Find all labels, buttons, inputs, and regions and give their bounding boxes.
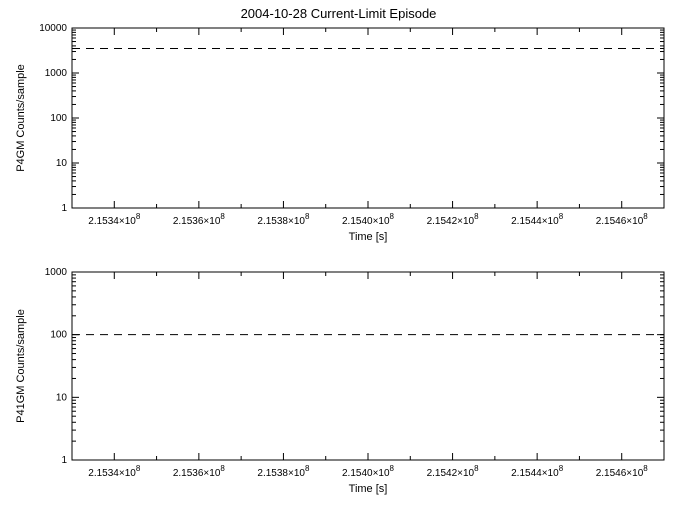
ytick-label: 1000 [45, 68, 68, 79]
plot-frame [72, 272, 664, 460]
xtick-label: 2.1540×108 [342, 464, 395, 479]
xtick-label: 2.1536×108 [173, 464, 226, 479]
y-axis-label: P4GM Counts/sample [15, 64, 27, 172]
ytick-label: 10 [56, 392, 68, 403]
xtick-label: 2.1542×108 [427, 464, 480, 479]
chart-svg: 2004-10-28 Current-Limit Episode 1101001… [0, 0, 677, 511]
xtick-label: 2.1536×108 [173, 212, 226, 227]
y-axis-label: P41GM Counts/sample [15, 309, 27, 423]
xtick-label: 2.1538×108 [257, 212, 310, 227]
ytick-label: 10000 [39, 23, 67, 34]
chart-title: 2004-10-28 Current-Limit Episode [241, 6, 437, 21]
xtick-label: 2.1534×108 [88, 212, 141, 227]
ytick-label: 10 [56, 158, 68, 169]
x-axis-label: Time [s] [349, 483, 388, 495]
plot-frame [72, 28, 664, 208]
xtick-label: 2.1544×108 [511, 212, 564, 227]
ytick-label: 100 [50, 113, 67, 124]
x-axis-label: Time [s] [349, 231, 388, 243]
xtick-label: 2.1546×108 [596, 212, 649, 227]
chart-container: 2004-10-28 Current-Limit Episode 1101001… [0, 0, 677, 511]
ytick-label: 1 [61, 203, 67, 214]
xtick-label: 2.1538×108 [257, 464, 310, 479]
xtick-label: 2.1542×108 [427, 212, 480, 227]
ytick-label: 100 [50, 330, 67, 341]
top-panel: 1 10 100 1000 10000 2.1534×108 2.1536×108 2.153… [15, 23, 664, 243]
bottom-panel: 1 10 100 1000 2.1534×108 2.1536×108 2.1538×108… [15, 267, 664, 495]
xtick-label: 2.1544×108 [511, 464, 564, 479]
xtick-label: 2.1540×108 [342, 212, 395, 227]
ytick-label: 1 [61, 455, 67, 466]
xtick-label: 2.1546×108 [596, 464, 649, 479]
ytick-label: 1000 [45, 267, 68, 278]
xtick-label: 2.1534×108 [88, 464, 141, 479]
